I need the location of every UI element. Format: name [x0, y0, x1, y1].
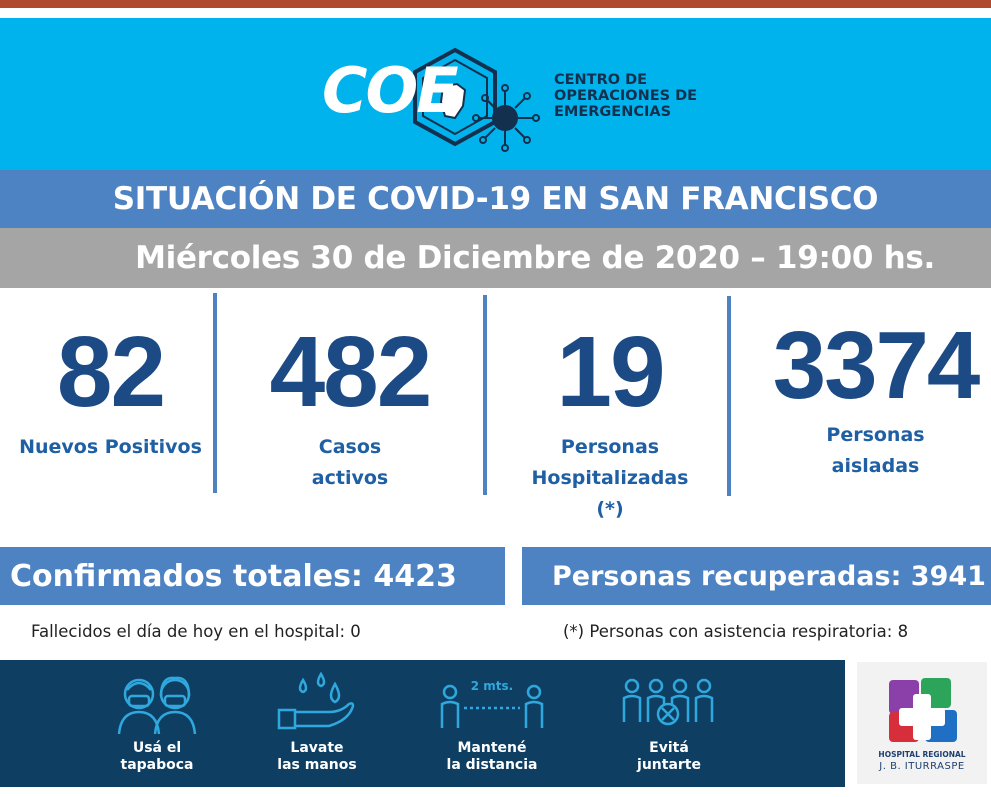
tip-label-line: las manos [277, 757, 357, 773]
stat-isolated: 3374 Personas aisladas [760, 318, 991, 482]
hospital-name: HOSPITAL REGIONAL [878, 750, 966, 759]
coe-logo-text: COE [322, 54, 459, 127]
stat-label: Casos [318, 436, 382, 458]
stat-value: 82 [56, 316, 166, 428]
stat-divider [213, 293, 217, 493]
tip-label-line: Mantené [457, 740, 527, 756]
hand-washing-icon [277, 671, 355, 730]
tip-mask: Usá el tapaboca [92, 660, 222, 787]
tip-label-line: Lavate [290, 740, 344, 756]
stat-divider [727, 296, 731, 496]
stat-label: Hospitalizadas [531, 467, 689, 489]
hospital-subname: J. B. ITURRASPE [879, 761, 965, 772]
stat-value: 482 [269, 316, 433, 428]
stat-new-positives: 82 Nuevos Positivos [8, 322, 213, 463]
stat-divider [483, 295, 487, 495]
top-gap [0, 8, 991, 18]
tip-avoid-gatherings: Evitá juntarte [604, 660, 734, 787]
stat-value: 3374 [772, 312, 981, 419]
stat-value: 19 [556, 316, 665, 428]
stat-label: Personas [560, 436, 660, 458]
stat-label: activos [311, 467, 389, 489]
tip-label: Evitá juntarte [604, 740, 734, 774]
confirmed-total: Confirmados totales: 4423 [0, 547, 505, 605]
respiratory-footnote: (*) Personas con asistencia respiratoria… [563, 622, 909, 641]
mask-icon [117, 676, 197, 734]
tip-label-line: Usá el [132, 740, 182, 756]
org-name-line: CENTRO DE [554, 72, 648, 88]
tip-label-line: juntarte [637, 757, 701, 773]
org-name-line: OPERACIONES DE [554, 88, 698, 104]
stat-label: (*) [596, 498, 624, 520]
distance-label: 2 mts. [471, 679, 513, 693]
distance-icon: 2 mts. [440, 679, 544, 728]
stat-hospitalized: 19 Personas Hospitalizadas (*) [500, 322, 720, 525]
recovered-total: Personas recuperadas: 3941 [522, 547, 991, 605]
tip-label: Usá el tapaboca [92, 740, 222, 774]
hospital-logo-panel: HOSPITAL REGIONAL J. B. ITURRASPE [857, 662, 987, 784]
top-accent-stripe [0, 0, 991, 8]
tip-label: Mantené la distancia [427, 740, 557, 774]
report-date: Miércoles 30 de Diciembre de 2020 – 19:0… [0, 228, 991, 288]
prevention-banner: Usá el tapaboca Lavate las manos [0, 660, 845, 787]
virus-network-icon [413, 47, 540, 152]
no-crowds-icon [622, 678, 714, 726]
report-title: SITUACIÓN DE COVID-19 EN SAN FRANCISCO [0, 170, 991, 228]
header-panel: COE CENTRO DE OPERACIONES DE EMERGENCIAS [0, 18, 991, 170]
org-name-line: EMERGENCIAS [554, 104, 672, 120]
org-name: CENTRO DE OPERACIONES DE EMERGENCIAS [554, 72, 774, 120]
deaths-footnote: Fallecidos el día de hoy en el hospital:… [31, 622, 361, 641]
stat-label: Personas [826, 424, 925, 446]
hospital-cross-icon [889, 678, 957, 742]
stat-label: Nuevos Positivos [19, 436, 202, 458]
tip-label-line: Evitá [649, 740, 689, 756]
tip-label-line: tapaboca [120, 757, 194, 773]
stat-label: aisladas [831, 455, 920, 477]
stat-active-cases: 482 Casos activos [232, 322, 468, 494]
tip-label: Lavate las manos [252, 740, 382, 774]
tip-wash-hands: Lavate las manos [252, 660, 382, 787]
tip-distance: 2 mts. Mantené la distancia [427, 660, 557, 787]
tip-label-line: la distancia [446, 757, 538, 773]
